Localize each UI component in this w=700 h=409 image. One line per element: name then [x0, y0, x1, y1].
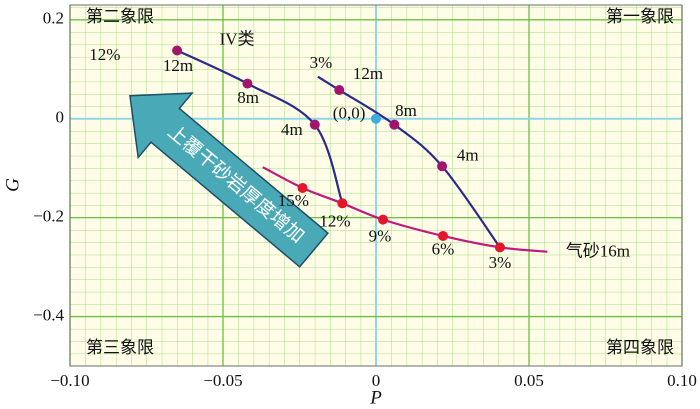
x-tick-label: 0.05: [514, 371, 544, 390]
annotation: 12m: [163, 56, 193, 75]
annotation: 8m: [395, 101, 417, 120]
annotation: 气砂16m: [566, 242, 630, 261]
curve: [176, 49, 344, 204]
point: [378, 214, 389, 225]
point: [334, 85, 345, 96]
annotation: 12%: [89, 45, 120, 64]
point: [438, 230, 449, 241]
annotation: IV类: [220, 30, 255, 49]
quadrant-label: 第二象限: [86, 7, 154, 26]
plot-frame: [69, 4, 683, 367]
point: [172, 45, 183, 56]
annotation: 3%: [310, 53, 333, 72]
point: [389, 119, 400, 130]
y-axis-title: G: [2, 178, 23, 192]
point: [337, 198, 348, 209]
annotation: 4m: [457, 146, 479, 165]
annotation: 6%: [432, 240, 455, 259]
point: [297, 182, 308, 193]
annotation: 12m: [353, 64, 383, 83]
annotation: 4m: [281, 120, 303, 139]
point: [309, 119, 320, 130]
y-tick-label: 0: [56, 108, 65, 127]
point: [242, 78, 253, 89]
x-axis-title: P: [369, 387, 382, 408]
annotation: 9%: [369, 226, 392, 245]
y-tick-label: 0.2: [43, 9, 64, 28]
point: [437, 161, 448, 172]
y-tick-label: −0.2: [33, 207, 64, 226]
x-tick-label: −0.05: [203, 371, 242, 390]
y-tick-label: −0.4: [33, 305, 64, 324]
x-tick-label: 0: [372, 371, 381, 390]
x-tick-label: −0.10: [50, 371, 89, 390]
x-tick-label: 0.10: [667, 371, 697, 390]
quadrant-label: 第三象限: [86, 338, 154, 357]
annotation: 8m: [237, 88, 259, 107]
annotation: 3%: [489, 253, 512, 272]
annotation: 12%: [319, 211, 350, 230]
point: [371, 113, 381, 124]
quadrant-label: 第一象限: [606, 7, 674, 26]
point: [494, 242, 505, 253]
annotation: 15%: [278, 191, 309, 210]
annotation: (0,0): [333, 104, 366, 123]
quadrant-label: 第四象限: [606, 338, 674, 357]
